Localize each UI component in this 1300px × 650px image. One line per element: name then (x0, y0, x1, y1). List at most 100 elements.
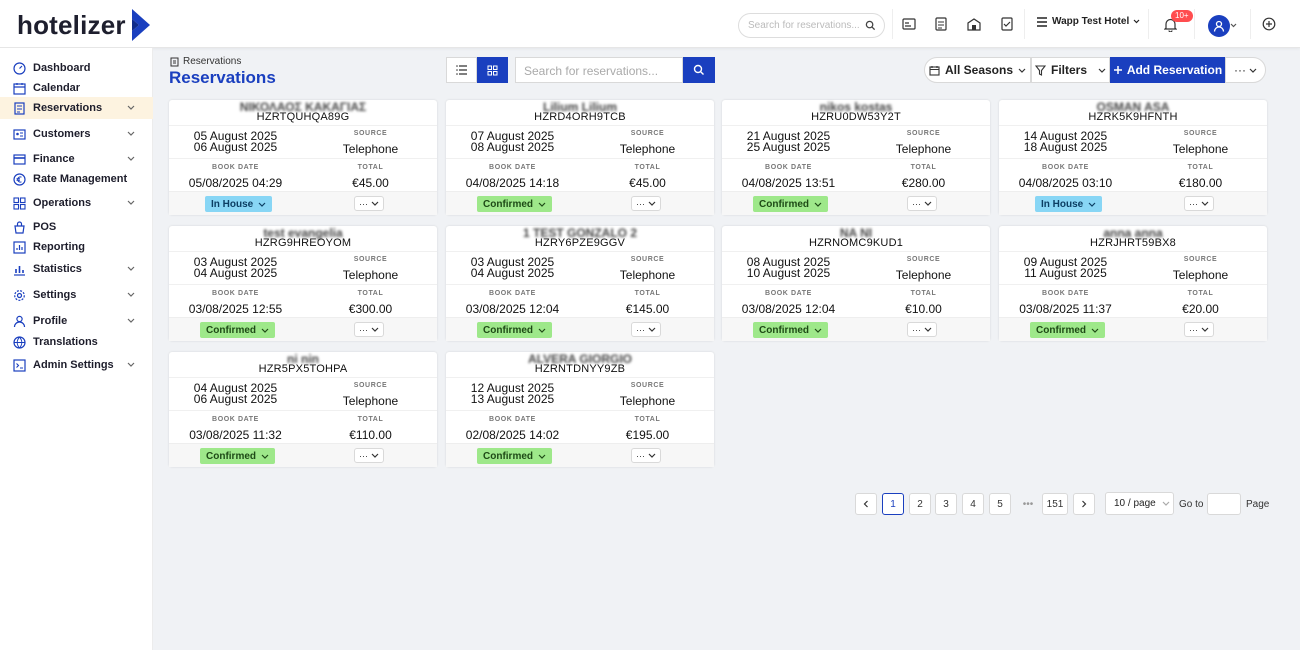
sidebar-item-dashboard[interactable]: Dashboard (0, 57, 153, 79)
avatar[interactable] (1208, 15, 1230, 37)
reservation-card[interactable]: Lilium Lilium HZRD4ORH9TCB 07 August 2025 0… (446, 100, 714, 215)
source-label: SOURCE (906, 130, 941, 137)
sidebar-item-profile[interactable]: Profile (0, 310, 153, 332)
chevron-down-icon[interactable] (1230, 23, 1237, 28)
total-label: TOTAL (1187, 164, 1214, 171)
reservation-code[interactable]: HZRY6PZE9GGV (534, 237, 626, 249)
reservation-card[interactable]: nikos kostas HZRU0DW53Y2T 21 August 2025 25… (722, 100, 990, 215)
sidebar-item-statistics[interactable]: Statistics (0, 258, 153, 280)
page-3-button[interactable]: 3 (935, 493, 957, 515)
reservation-card[interactable]: ΝΙΚΟΛΑΟΣ ΚΑΚΑΓΙΑΣ HZRTQUHQA89G 05 August 2… (169, 100, 437, 215)
status-select[interactable]: Confirmed (477, 448, 552, 464)
checklist-icon[interactable] (995, 12, 1019, 36)
next-page-button[interactable] (1073, 493, 1095, 515)
card-actions-button[interactable]: ··· (631, 322, 661, 337)
status-select[interactable]: Confirmed (200, 448, 275, 464)
sidebar-item-finance[interactable]: Finance (0, 148, 153, 170)
hotel-selector[interactable]: Wapp Test Hotel (1036, 16, 1140, 27)
guest-name: ALVERA GIORGIO (527, 352, 632, 366)
page-151-button[interactable]: 151 (1042, 493, 1068, 515)
reservation-code[interactable]: HZRJHRT59BX8 (1090, 237, 1176, 249)
sidebar-item-settings[interactable]: Settings (0, 284, 153, 306)
sidebar-item-translations[interactable]: Translations (0, 331, 153, 353)
reservation-card[interactable]: NA NI HZRNOMC9KUD1 08 August 2025 10 August… (722, 226, 990, 341)
list-view-button[interactable] (446, 57, 477, 83)
reservation-card[interactable]: ALVERA GIORGIO HZRNTDNYY9ZB 12 August 2025… (446, 352, 714, 467)
sidebar-item-customers[interactable]: Customers (0, 123, 153, 145)
card-actions-button[interactable]: ··· (907, 196, 937, 211)
sidebar-item-reporting[interactable]: Reporting (0, 236, 153, 258)
card-actions-button[interactable]: ··· (354, 448, 384, 463)
sidebar-item-calendar[interactable]: Calendar (0, 77, 153, 99)
total-value: €20.00 (1182, 302, 1219, 316)
page-5-button[interactable]: 5 (989, 493, 1011, 515)
logo-chevron-icon (131, 9, 150, 41)
status-select[interactable]: Confirmed (1030, 322, 1105, 338)
chevron-down-icon (538, 454, 546, 459)
total-value: €180.00 (1178, 176, 1223, 190)
page-4-button[interactable]: 4 (962, 493, 984, 515)
card-actions-button[interactable]: ··· (1184, 196, 1214, 211)
reservation-card[interactable]: test evangelia HZRG9HREOYOM 03 August 2025… (169, 226, 437, 341)
reservation-code[interactable]: HZRNOMC9KUD1 (808, 237, 904, 249)
prev-page-button[interactable] (855, 493, 877, 515)
card-actions-button[interactable]: ··· (631, 448, 661, 463)
reservation-card[interactable]: ni nin HZR5PX5TOHPA 04 August 2025 06 Augus… (169, 352, 437, 467)
page-size-select[interactable]: 10 / page (1105, 492, 1174, 515)
sidebar-item-label: Dashboard (33, 62, 91, 74)
brand-logo[interactable]: hotelizer (17, 9, 152, 41)
reservation-code[interactable]: HZRG9HREOYOM (254, 237, 352, 249)
header-search-input[interactable]: Search for reservations... (738, 13, 885, 38)
card-actions-button[interactable]: ··· (1184, 322, 1214, 337)
page-ellipsis[interactable]: ••• (1022, 498, 1034, 510)
season-select[interactable]: All Seasons (924, 57, 1031, 83)
divider (169, 158, 437, 159)
reservation-code[interactable]: HZR5PX5TOHPA (258, 363, 348, 375)
status-select[interactable]: Confirmed (753, 196, 828, 212)
grid-view-button[interactable] (477, 57, 508, 83)
chevron-down-icon (258, 202, 266, 207)
filters-button[interactable]: Filters (1031, 57, 1110, 83)
divider (446, 377, 714, 378)
search-button[interactable] (683, 57, 715, 83)
reservation-card[interactable]: OSMAN ASA HZRK5K9HFNTH 14 August 2025 18 Au… (999, 100, 1267, 215)
total-value: €45.00 (352, 176, 389, 190)
reservation-code[interactable]: HZRTQUHQA89G (256, 111, 350, 123)
reservation-card[interactable]: 1 TEST GONZALO 2 HZRY6PZE9GGV 03 August 20… (446, 226, 714, 341)
hotel-building-icon[interactable] (962, 12, 986, 36)
goto-page-input[interactable] (1207, 493, 1241, 515)
reservation-code[interactable]: HZRNTDNYY9ZB (534, 363, 626, 375)
status-label: Confirmed (483, 450, 533, 462)
sidebar-item-pos[interactable]: POS (0, 216, 153, 238)
page-2-button[interactable]: 2 (909, 493, 931, 515)
breadcrumb[interactable]: Reservations (170, 56, 241, 67)
receipt-icon[interactable] (929, 12, 953, 36)
report-icon (13, 240, 26, 254)
reservation-code[interactable]: HZRK5K9HFNTH (1088, 111, 1178, 123)
sidebar-item-reservations[interactable]: Reservations (0, 97, 153, 119)
card-actions-button[interactable]: ··· (354, 322, 384, 337)
card-actions-button[interactable]: ··· (907, 322, 937, 337)
document-icon (170, 57, 179, 66)
reservation-search-input[interactable]: Search for reservations... (515, 57, 683, 83)
reservation-card[interactable]: anna anna HZRJHRT59BX8 09 August 2025 11 Au… (999, 226, 1267, 341)
card-actions-button[interactable]: ··· (354, 196, 384, 211)
plus-circle-icon[interactable] (1257, 12, 1281, 36)
sidebar-item-rate-management[interactable]: Rate Management (0, 168, 153, 190)
status-select[interactable]: Confirmed (753, 322, 828, 338)
status-select[interactable]: Confirmed (200, 322, 275, 338)
page-1-button[interactable]: 1 (882, 493, 904, 515)
card-actions-button[interactable]: ··· (631, 196, 661, 211)
status-select[interactable]: Confirmed (477, 196, 552, 212)
add-reservation-button[interactable]: Add Reservation (1110, 57, 1225, 83)
book-date-label: BOOK DATE (212, 290, 259, 297)
status-select[interactable]: Confirmed (477, 322, 552, 338)
id-card-icon[interactable] (897, 12, 921, 36)
status-select[interactable]: In House (205, 196, 273, 212)
more-actions-button[interactable]: ··· (1225, 57, 1266, 83)
reservation-code[interactable]: HZRD4ORH9TCB (534, 111, 626, 123)
status-select[interactable]: In House (1035, 196, 1103, 212)
sidebar-item-admin-settings[interactable]: Admin Settings (0, 354, 153, 376)
reservation-code[interactable]: HZRU0DW53Y2T (811, 111, 901, 123)
sidebar-item-operations[interactable]: Operations (0, 192, 153, 214)
